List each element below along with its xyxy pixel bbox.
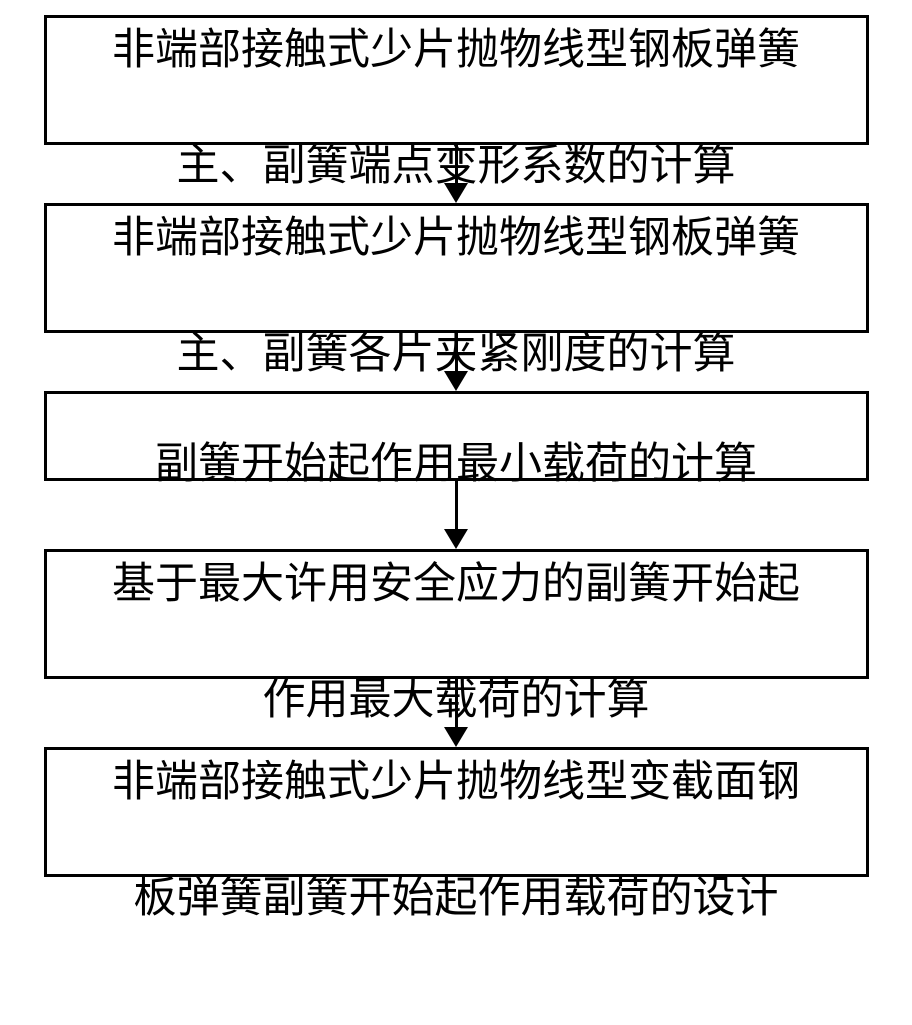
flowchart-node-4: 基于最大许用安全应力的副簧开始起 作用最大载荷的计算 — [44, 549, 869, 679]
node-text: 副簧开始起作用最小载荷的计算 — [155, 378, 757, 494]
node-line-1: 非端部接触式少片抛物线型钢板弹簧 — [112, 27, 800, 74]
flowchart-node-3: 副簧开始起作用最小载荷的计算 — [44, 391, 869, 481]
node-line-1: 非端部接触式少片抛物线型变截面钢 — [112, 759, 800, 806]
node-text: 非端部接触式少片抛物线型变截面钢 板弹簧副簧开始起作用载荷的设计 — [112, 696, 800, 928]
node-line-1: 非端部接触式少片抛物线型钢板弹簧 — [112, 215, 800, 262]
arrow-line — [455, 333, 458, 371]
flowchart-node-2: 非端部接触式少片抛物线型钢板弹簧 主、副簧各片夹紧刚度的计算 — [44, 203, 869, 333]
flowchart-node-1: 非端部接触式少片抛物线型钢板弹簧 主、副簧端点变形系数的计算 — [44, 15, 869, 145]
node-line-2: 板弹簧副簧开始起作用载荷的设计 — [134, 875, 779, 922]
node-line-1: 基于最大许用安全应力的副簧开始起 — [112, 561, 800, 608]
flowchart-node-5: 非端部接触式少片抛物线型变截面钢 板弹簧副簧开始起作用载荷的设计 — [44, 747, 869, 877]
flowchart-container: 非端部接触式少片抛物线型钢板弹簧 主、副簧端点变形系数的计算 非端部接触式少片抛… — [0, 15, 912, 877]
